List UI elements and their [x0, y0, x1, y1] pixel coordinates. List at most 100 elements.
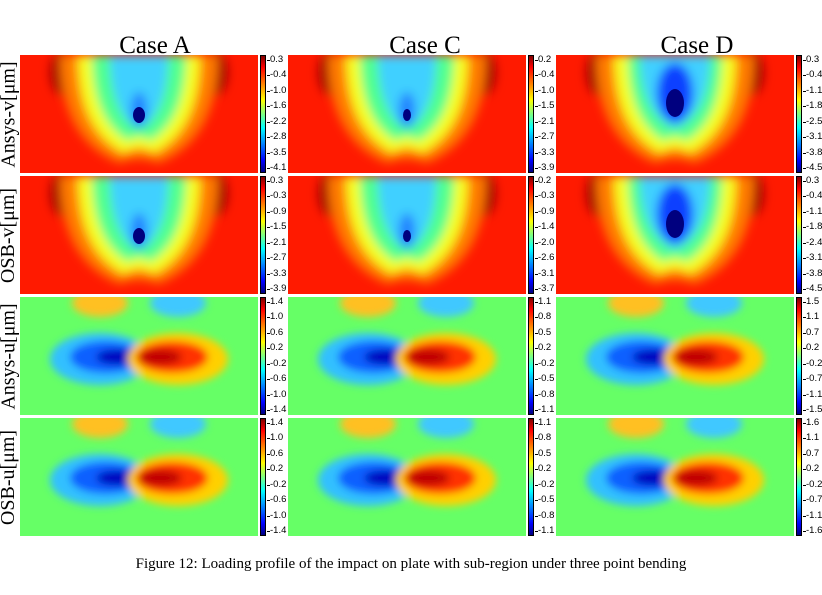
column-title-case-a: Case A	[119, 32, 191, 59]
colorbar-tick-label: -1.5	[802, 404, 822, 415]
colorbar-tick-label: -3.8	[802, 267, 822, 279]
colorbar-tick-label: -0.6	[266, 494, 287, 506]
colorbar-tick-label: -0.3	[534, 190, 555, 202]
colorbar-tick-label: -1.0	[534, 84, 555, 96]
colorbar-tick-label: -0.8	[534, 388, 555, 400]
colorbar-tick-label: -1.6	[802, 525, 822, 536]
colorbar-tick-label: 1.1	[534, 417, 552, 428]
colorbar-tick-label: 0.2	[534, 342, 552, 354]
colorbar-tick-label: -1.6	[266, 100, 287, 112]
colorbar-tick-label: -0.8	[534, 509, 555, 521]
colorbar-tick-label: 0.7	[802, 326, 820, 338]
colorbar-tick-label: -0.4	[266, 69, 287, 81]
colorbar-tick-label: -3.7	[534, 283, 555, 294]
colorbar-tick-label: 0.3	[266, 54, 284, 65]
colorbar-r3-c2	[796, 418, 802, 536]
colorbar-tick-label: 0.5	[534, 326, 552, 338]
contour-panel-r1-c1	[288, 176, 526, 294]
colorbar-tick-label: -2.2	[266, 115, 287, 127]
colorbar-tick-label: 0.6	[266, 326, 284, 338]
colorbar-tick-label: -2.0	[534, 236, 555, 248]
contour-panel-r1-c0	[20, 176, 258, 294]
colorbar-tick-label: -2.8	[266, 131, 287, 143]
colorbar-tick-label: 1.5	[802, 296, 820, 307]
colorbar-tick-label: 0.5	[534, 447, 552, 459]
colorbar-tick-label: -0.2	[802, 478, 822, 490]
contour-panel-r2-c2	[556, 297, 794, 415]
colorbar-tick-label: 1.1	[802, 311, 820, 323]
colorbar-tick-label: -1.5	[534, 100, 555, 112]
colorbar-ticks-r1-c2: 0.3 -0.4 -1.1 -1.8 -2.4 -3.1 -3.8 -4.5	[802, 175, 822, 294]
colorbar-r3-c0	[260, 418, 266, 536]
colorbar-tick-label: -4.5	[802, 162, 822, 173]
colorbar-tick-label: -4.1	[266, 162, 287, 173]
colorbar-tick-label: 1.4	[266, 296, 284, 307]
colorbar-tick-label: 0.3	[802, 175, 820, 186]
figure-caption: Figure 12: Loading profile of the impact…	[135, 556, 687, 572]
colorbar-tick-label: -3.5	[266, 146, 287, 158]
colorbar-tick-label: -0.2	[534, 357, 555, 369]
colorbar-tick-label: 0.2	[534, 175, 552, 186]
row-label-osb-u: OSB-u[μm]	[0, 429, 20, 525]
colorbar-tick-label: -1.1	[802, 205, 822, 217]
colorbar-tick-label: 0.3	[266, 175, 284, 186]
colorbar-tick-label: -1.8	[802, 221, 822, 233]
colorbar-tick-label: -0.2	[534, 478, 555, 490]
column-title-case-c: Case C	[389, 32, 461, 59]
contour-panel-r3-c2	[556, 418, 794, 536]
colorbar-tick-label: 1.6	[802, 417, 820, 428]
contour-panel-r0-c1	[288, 55, 526, 173]
colorbar-ticks-r3-c1: 1.1 0.8 0.5 0.2 -0.2 -0.5 -0.8 -1.1	[534, 417, 578, 536]
colorbar-tick-label: -0.2	[802, 357, 822, 369]
colorbar-tick-label: -0.9	[534, 205, 555, 217]
colorbar-tick-label: 0.8	[534, 311, 552, 323]
colorbar-r0-c2	[796, 55, 802, 173]
colorbar-tick-label: -3.9	[266, 283, 287, 294]
colorbar-tick-label: 0.2	[802, 342, 820, 354]
colorbar-tick-label: -2.7	[266, 252, 287, 264]
colorbar-tick-label: -0.7	[802, 373, 822, 385]
colorbar-tick-label: 0.2	[802, 463, 820, 475]
colorbar-r2-c2	[796, 297, 802, 415]
colorbar-r1-c2	[796, 176, 802, 294]
colorbar-tick-label: -0.7	[802, 494, 822, 506]
colorbar-tick-label: -0.4	[802, 69, 822, 81]
colorbar-tick-label: -0.2	[266, 357, 287, 369]
colorbar-tick-label: 1.0	[266, 432, 284, 444]
colorbar-ticks-r3-c0: 1.4 1.0 0.6 0.2 -0.2 -0.6 -1.0 -1.4	[266, 417, 310, 536]
colorbar-tick-label: 0.3	[802, 54, 820, 65]
contour-panel-r3-c1	[288, 418, 526, 536]
colorbar-ticks-r2-c2: 1.5 1.1 0.7 0.2 -0.2 -0.7 -1.1 -1.5	[802, 296, 822, 415]
colorbar-tick-label: -2.6	[534, 252, 555, 264]
colorbar-ticks-r1-c1: 0.2 -0.3 -0.9 -1.4 -2.0 -2.6 -3.1 -3.7	[534, 175, 578, 294]
colorbar-tick-label: -0.9	[266, 205, 287, 217]
colorbar-tick-label: 1.4	[266, 417, 284, 428]
contour-panel-r3-c0	[20, 418, 258, 536]
colorbar-tick-label: -1.1	[534, 525, 555, 536]
colorbar-tick-label: -0.2	[266, 478, 287, 490]
colorbar-tick-label: -0.3	[266, 190, 287, 202]
colorbar-tick-label: -0.5	[534, 373, 555, 385]
colorbar-r0-c0	[260, 55, 266, 173]
colorbar-tick-label: 0.8	[534, 432, 552, 444]
colorbar-tick-label: -1.1	[802, 84, 822, 96]
colorbar-tick-label: -1.1	[802, 388, 822, 400]
colorbar-tick-label: -1.0	[266, 84, 287, 96]
colorbar-tick-label: -1.0	[266, 388, 287, 400]
colorbar-tick-label: -0.4	[534, 69, 555, 81]
colorbar-tick-label: 1.1	[534, 296, 552, 307]
colorbar-tick-label: -4.5	[802, 283, 822, 294]
colorbar-tick-label: -0.6	[266, 373, 287, 385]
colorbar-tick-label: -3.1	[802, 252, 822, 264]
colorbar-tick-label: -3.9	[534, 162, 555, 173]
contour-panel-r2-c0	[20, 297, 258, 415]
impact-point	[403, 230, 411, 242]
contour-panel-r0-c0	[20, 55, 258, 173]
colorbar-ticks-r2-c0: 1.4 1.0 0.6 0.2 -0.2 -0.6 -1.0 -1.4	[266, 296, 310, 415]
colorbar-tick-label: -2.7	[534, 131, 555, 143]
colorbar-tick-label: -1.4	[534, 221, 555, 233]
row-label-ansys-u: Ansys-u[μm]	[0, 302, 20, 410]
colorbar-r2-c1	[528, 297, 534, 415]
colorbar-tick-label: -3.1	[534, 267, 555, 279]
colorbar-r0-c1	[528, 55, 534, 173]
